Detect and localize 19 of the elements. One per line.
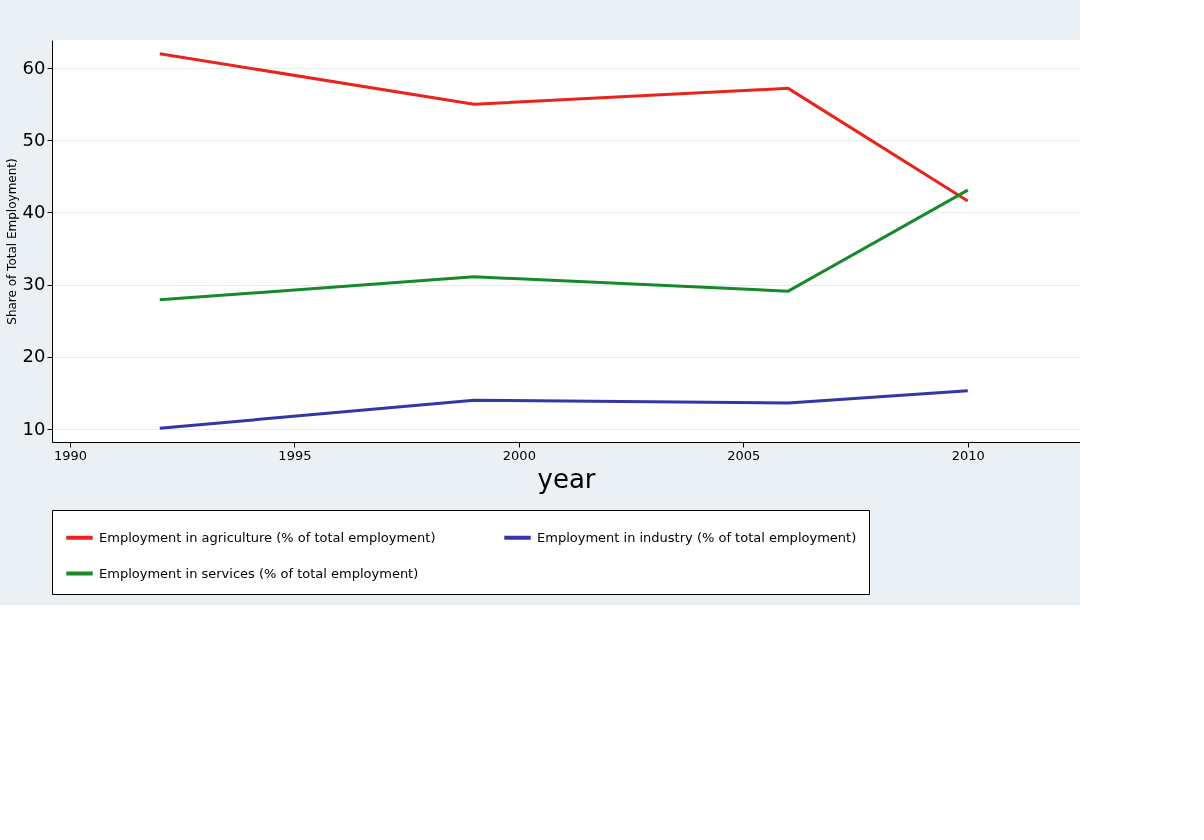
x-axis-title: year [537, 463, 596, 494]
y-tick-label: 20 [22, 345, 46, 367]
line-series [158, 52, 970, 203]
legend-label: Employment in industry (% of total employment) [537, 529, 857, 545]
legend-label: Employment in agriculture (% of total employment) [99, 529, 436, 545]
y-tick-label: 40 [22, 200, 46, 222]
x-tick-label: 1990 [53, 447, 87, 463]
line-series [158, 188, 970, 302]
line-series [158, 389, 970, 430]
x-tick-label: 2000 [502, 447, 536, 463]
y-tick-label: 50 [22, 128, 46, 150]
legend-label: Employment in services (% of total employment) [99, 565, 419, 581]
y-axis-title: Share of Total Employment) [4, 158, 19, 325]
y-tick-label: 10 [22, 417, 46, 439]
y-tick-label: 60 [22, 56, 46, 78]
x-tick-label: 1995 [278, 447, 312, 463]
x-tick-label: 2010 [951, 447, 985, 463]
x-tick-label: 2005 [727, 447, 761, 463]
y-tick-label: 30 [22, 273, 46, 295]
